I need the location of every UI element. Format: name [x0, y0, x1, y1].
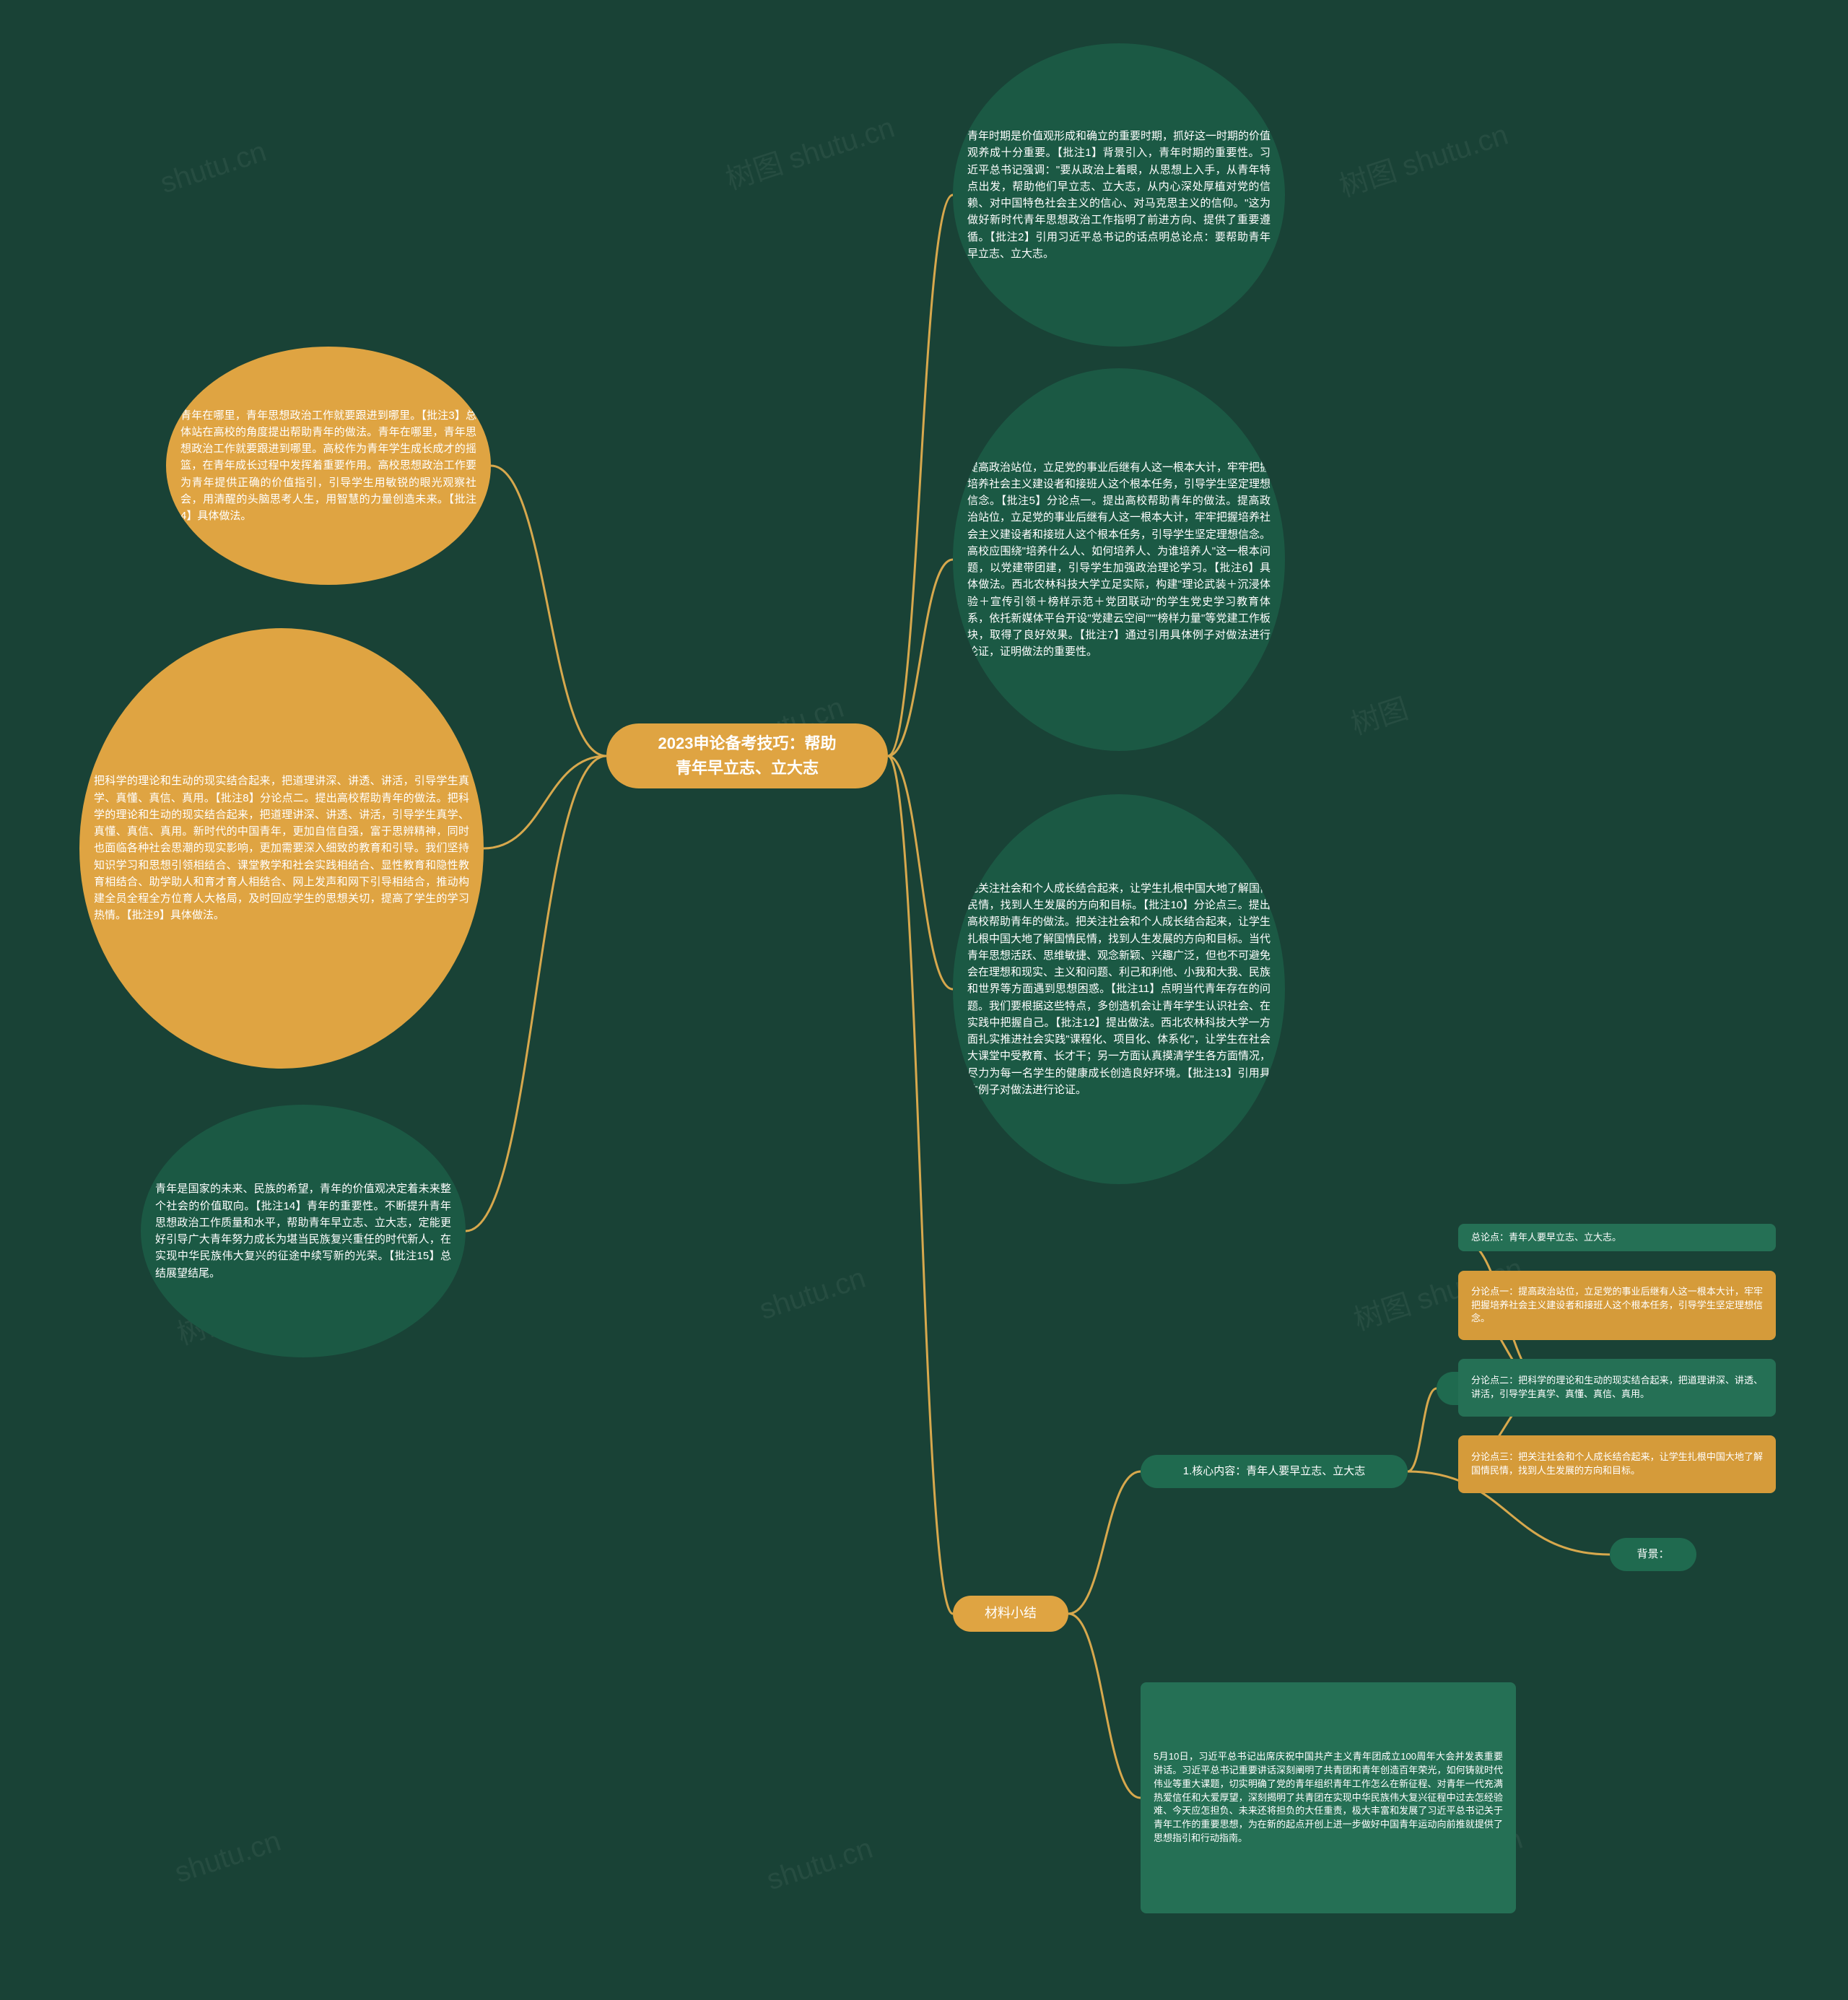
branch-b6-text: 青年是国家的未来、民族的希望，青年的价值观决定着未来整个社会的价值取向。【批注1…: [141, 1170, 466, 1292]
watermark: 树图 shutu.cn: [1333, 111, 1512, 205]
watermark: 树图: [1345, 685, 1413, 743]
branch-b5: 把关注社会和个人成长结合起来，让学生扎根中国大地了解国情民情，找到人生发展的方向…: [953, 794, 1285, 1184]
branch-b2: 青年在哪里，青年思想政治工作就要跟进到哪里。【批注3】总体站在高校的角度提出帮助…: [166, 347, 491, 585]
watermark: shutu.cn: [157, 136, 271, 201]
leaf-r4-text: 分论点三：把关注社会和个人成长结合起来，让学生扎根中国大地了解国情民情，找到人生…: [1458, 1442, 1776, 1487]
root-node: 2023申论备考技巧：帮助 青年早立志、立大志: [606, 723, 888, 788]
leaf-r2: 分论点一：提高政治站位，立足党的事业后继有人这一根本大计，牢牢把握培养社会主义建…: [1458, 1271, 1776, 1340]
leaf-r1-text: 总论点：青年人要早立志、立大志。: [1458, 1224, 1776, 1251]
leaf-r4: 分论点三：把关注社会和个人成长结合起来，让学生扎根中国大地了解国情民情，找到人生…: [1458, 1435, 1776, 1493]
edge: [888, 756, 953, 1614]
leaf-r3: 分论点二：把科学的理论和生动的现实结合起来，把道理讲深、讲透、讲活，引导学生真学…: [1458, 1359, 1776, 1417]
leaf-r3-text: 分论点二：把科学的理论和生动的现实结合起来，把道理讲深、讲透、讲活，引导学生真学…: [1458, 1365, 1776, 1410]
branch-summary-text: 材料小结: [953, 1596, 1068, 1632]
leaf-r1: 总论点：青年人要早立志、立大志。: [1458, 1224, 1776, 1251]
branch-b4-text: 把科学的理论和生动的现实结合起来，把道理讲深、讲透、讲活，引导学生真学、真懂、真…: [79, 762, 484, 934]
edge: [888, 195, 953, 756]
watermark: shutu.cn: [756, 1262, 870, 1327]
branch-b5-text: 把关注社会和个人成长结合起来，让学生扎根中国大地了解国情民情，找到人生发展的方向…: [953, 870, 1285, 1108]
watermark: shutu.cn: [763, 1832, 877, 1897]
branch-b4: 把科学的理论和生动的现实结合起来，把道理讲深、讲透、讲活，引导学生真学、真懂、真…: [79, 628, 484, 1069]
bottom-rect: 5月10日，习近平总书记出席庆祝中国共产主义青年团成立100周年大会并发表重要讲…: [1141, 1682, 1516, 1913]
edge: [484, 756, 606, 848]
subbranch-s3-text: 背景：: [1610, 1538, 1696, 1571]
subbranch-s1-text: 1.核心内容：青年人要早立志、立大志: [1141, 1455, 1408, 1488]
bottom-rect-text: 5月10日，习近平总书记出席庆祝中国共产主义青年团成立100周年大会并发表重要讲…: [1141, 1742, 1516, 1854]
branch-summary: 材料小结: [953, 1596, 1068, 1632]
edge: [466, 756, 606, 1231]
edge: [1068, 1471, 1141, 1614]
edge: [888, 756, 953, 989]
branch-b6: 青年是国家的未来、民族的希望，青年的价值观决定着未来整个社会的价值取向。【批注1…: [141, 1105, 466, 1357]
subbranch-s3: 背景：: [1610, 1538, 1696, 1571]
root-text: 2023申论备考技巧：帮助 青年早立志、立大志: [606, 723, 888, 788]
leaf-r2-text: 分论点一：提高政治站位，立足党的事业后继有人这一根本大计，牢牢把握培养社会主义建…: [1458, 1277, 1776, 1335]
edge: [888, 560, 953, 756]
edge: [1068, 1614, 1141, 1798]
edge: [1408, 1388, 1437, 1471]
watermark: 树图 shutu.cn: [720, 104, 899, 198]
branch-b1: 青年时期是价值观形成和确立的重要时期，抓好这一时期的价值观养成十分重要。【批注1…: [953, 43, 1285, 347]
branch-b3-text: 提高政治站位，立足党的事业后继有人这一根本大计，牢牢把握培养社会主义建设者和接班…: [953, 449, 1285, 671]
branch-b3: 提高政治站位，立足党的事业后继有人这一根本大计，牢牢把握培养社会主义建设者和接班…: [953, 368, 1285, 751]
watermark: shutu.cn: [171, 1825, 285, 1890]
branch-b1-text: 青年时期是价值观形成和确立的重要时期，抓好这一时期的价值观养成十分重要。【批注1…: [953, 118, 1285, 272]
branch-b2-text: 青年在哪里，青年思想政治工作就要跟进到哪里。【批注3】总体站在高校的角度提出帮助…: [166, 397, 491, 535]
edge: [491, 466, 606, 756]
subbranch-s1: 1.核心内容：青年人要早立志、立大志: [1141, 1455, 1408, 1488]
